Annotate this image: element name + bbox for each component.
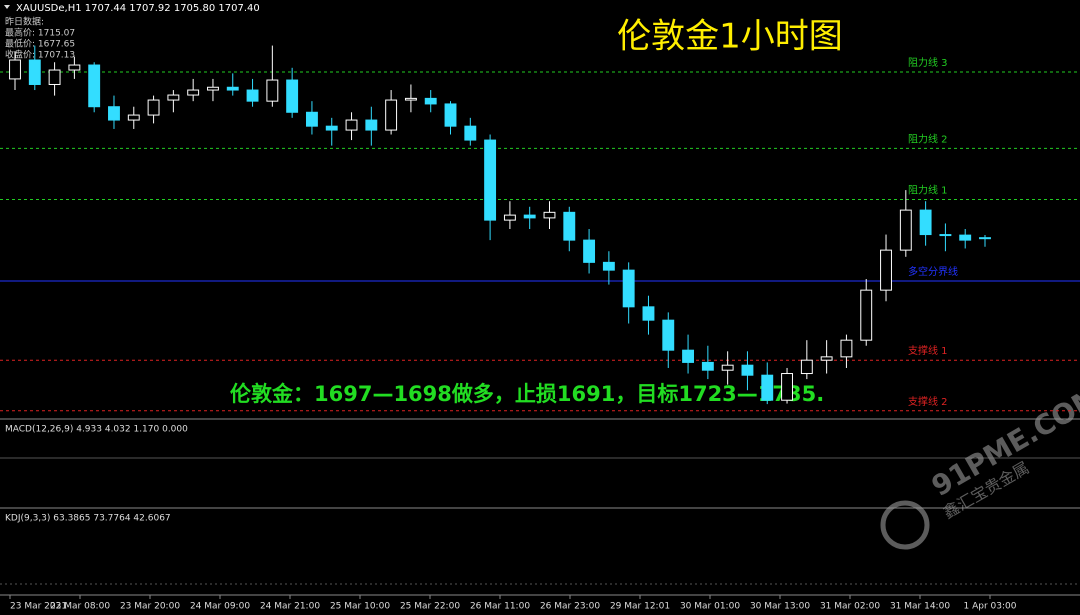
x-tick-label: 30 Mar 01:00 bbox=[680, 602, 740, 612]
x-tick-label: 25 Mar 10:00 bbox=[330, 602, 390, 612]
candle-body bbox=[563, 211, 576, 241]
level-label: 阻力线 1 bbox=[908, 184, 948, 197]
watermark-logo bbox=[880, 500, 930, 550]
candle-body bbox=[286, 79, 299, 113]
candle-body bbox=[167, 94, 180, 101]
candle-body bbox=[325, 125, 338, 131]
x-tick-label: 26 Mar 23:00 bbox=[540, 602, 600, 612]
x-tick-label: 31 Mar 02:00 bbox=[820, 602, 880, 612]
candle-body bbox=[642, 306, 655, 321]
candle-body bbox=[68, 64, 81, 71]
candle-body bbox=[365, 119, 378, 131]
candle-body bbox=[701, 361, 714, 371]
candle-body bbox=[266, 79, 279, 102]
candle-body bbox=[305, 111, 318, 127]
candle-body bbox=[662, 319, 675, 351]
candle-body bbox=[959, 234, 972, 241]
x-tick-label: 29 Mar 12:01 bbox=[610, 602, 670, 612]
x-tick-label: 26 Mar 11:00 bbox=[470, 602, 530, 612]
candle-body bbox=[939, 234, 952, 237]
candle-body bbox=[464, 125, 477, 141]
x-tick-label: 31 Mar 14:00 bbox=[890, 602, 950, 612]
candle-body bbox=[385, 99, 398, 131]
candle-body bbox=[226, 86, 239, 91]
prev-day: 收盘价: 1707.13 bbox=[5, 49, 75, 61]
candle-body bbox=[979, 237, 991, 240]
candle-body bbox=[88, 64, 101, 108]
prev-day: 昨日数据: bbox=[5, 16, 44, 28]
candle-body bbox=[424, 97, 437, 105]
chart-title: 伦敦金1小时图 bbox=[617, 17, 843, 57]
candle-body bbox=[246, 89, 259, 102]
candle-body bbox=[622, 269, 635, 308]
level-label: 多空分界线 bbox=[908, 265, 958, 278]
level-label: 支撑线 1 bbox=[908, 344, 948, 357]
candle-body bbox=[583, 239, 596, 263]
candle-body bbox=[682, 349, 695, 363]
prev-day: 最高价: 1715.07 bbox=[5, 27, 75, 39]
x-tick-label: 23 Mar 2021 bbox=[10, 602, 67, 612]
candle-body bbox=[444, 103, 457, 127]
menu-arrow bbox=[4, 5, 10, 9]
candle-body bbox=[800, 359, 813, 375]
candle-body bbox=[404, 97, 417, 101]
macd-label: MACD(12,26,9) 4.933 4.032 1.170 0.000 bbox=[5, 425, 188, 435]
candle-body bbox=[484, 139, 497, 221]
candle-body bbox=[9, 59, 21, 80]
candle-body bbox=[48, 69, 61, 85]
annotation: 伦敦金：1697—1698做多，止损1691，目标1723—1735. bbox=[230, 382, 824, 406]
candle-body bbox=[880, 249, 892, 291]
candle-body bbox=[840, 339, 853, 358]
level-label: 阻力线 2 bbox=[908, 132, 948, 145]
x-tick-label: 30 Mar 13:00 bbox=[750, 602, 810, 612]
x-tick-label: 23 Mar 08:00 bbox=[50, 602, 110, 612]
candle-body bbox=[761, 374, 774, 401]
candle-body bbox=[503, 214, 516, 221]
x-tick-label: 1 Apr 03:00 bbox=[964, 602, 1017, 612]
prev-day: 最低价: 1677.65 bbox=[5, 38, 75, 50]
header: XAUUSDe,H1 1707.44 1707.92 1705.80 1707.… bbox=[16, 3, 260, 14]
candle-body bbox=[345, 119, 358, 131]
candle-body bbox=[781, 373, 793, 401]
candle-body bbox=[28, 59, 41, 85]
candle-body bbox=[108, 106, 120, 121]
candle-body bbox=[543, 211, 556, 219]
x-tick-label: 24 Mar 21:00 bbox=[260, 602, 320, 612]
candle-body bbox=[147, 99, 160, 116]
kdj-label: KDJ(9,3,3) 63.3865 73.7764 42.6067 bbox=[5, 514, 171, 524]
level-label: 支撑线 2 bbox=[908, 395, 948, 408]
level-label: 阻力线 3 bbox=[908, 56, 948, 69]
candle-body bbox=[187, 89, 200, 96]
candle-body bbox=[602, 261, 615, 271]
candle-body bbox=[860, 289, 873, 341]
candle-body bbox=[127, 114, 140, 121]
candle-body bbox=[721, 364, 734, 371]
candle-body bbox=[899, 209, 912, 251]
x-tick-label: 23 Mar 20:00 bbox=[120, 602, 180, 612]
x-tick-label: 25 Mar 22:00 bbox=[400, 602, 460, 612]
candle-body bbox=[207, 86, 219, 91]
x-tick-label: 24 Mar 09:00 bbox=[190, 602, 250, 612]
candle-body bbox=[919, 209, 932, 236]
candle-body bbox=[523, 214, 536, 219]
candle-body bbox=[741, 364, 754, 376]
candle-body bbox=[820, 356, 833, 361]
